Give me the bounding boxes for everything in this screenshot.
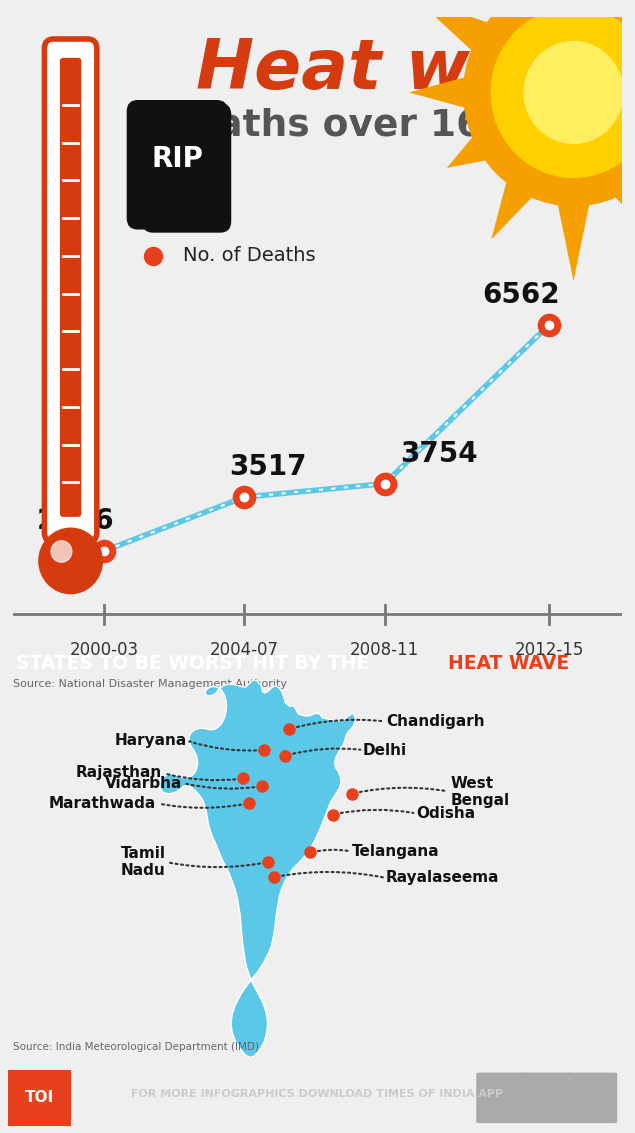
Text: deaths over 16 years: deaths over 16 years	[165, 108, 612, 144]
Text: Rayalaseema: Rayalaseema	[386, 870, 499, 885]
Text: 6562: 6562	[482, 281, 559, 308]
Text: 3517: 3517	[229, 453, 307, 482]
Polygon shape	[160, 680, 356, 1057]
FancyBboxPatch shape	[8, 1070, 71, 1126]
Text: 2566: 2566	[37, 506, 115, 535]
Text: Source: National Disaster Management Authority: Source: National Disaster Management Aut…	[13, 679, 286, 689]
Text: Chandigarh: Chandigarh	[386, 714, 485, 729]
Text: STATES TO BE WORST HIT BY THE: STATES TO BE WORST HIT BY THE	[16, 655, 375, 673]
Text: Marathwada: Marathwada	[49, 795, 156, 810]
Text: Odisha: Odisha	[416, 806, 476, 821]
FancyBboxPatch shape	[60, 58, 81, 517]
Polygon shape	[554, 187, 593, 281]
Circle shape	[464, 0, 635, 205]
Circle shape	[39, 528, 102, 594]
Text: Rajasthan: Rajasthan	[76, 765, 162, 781]
FancyBboxPatch shape	[476, 1073, 528, 1123]
Text: Delhi: Delhi	[363, 742, 407, 758]
Text: TOI: TOI	[25, 1090, 54, 1106]
FancyBboxPatch shape	[521, 1073, 573, 1123]
Text: 2012-15: 2012-15	[514, 641, 584, 659]
Polygon shape	[409, 73, 483, 112]
Text: 3754: 3754	[400, 440, 478, 468]
Text: Source: India Meteorological Department (IMD): Source: India Meteorological Department …	[13, 1041, 258, 1051]
Text: No. of Deaths: No. of Deaths	[184, 247, 316, 265]
Text: Telangana: Telangana	[352, 844, 439, 859]
Polygon shape	[491, 164, 545, 239]
FancyBboxPatch shape	[142, 103, 231, 232]
Polygon shape	[603, 0, 635, 20]
Polygon shape	[603, 164, 635, 239]
Text: West
Bengal: West Bengal	[450, 776, 509, 808]
Circle shape	[491, 8, 635, 178]
Text: Tamil
Nadu: Tamil Nadu	[121, 846, 166, 878]
FancyBboxPatch shape	[565, 1073, 617, 1123]
Text: 2000-03: 2000-03	[70, 641, 138, 659]
Text: 2004-07: 2004-07	[210, 641, 279, 659]
Polygon shape	[491, 0, 545, 20]
Text: HEAT WAVE: HEAT WAVE	[448, 655, 569, 673]
Circle shape	[51, 540, 72, 562]
Polygon shape	[415, 0, 504, 62]
FancyBboxPatch shape	[44, 39, 97, 542]
Text: Vidarbha: Vidarbha	[105, 776, 183, 791]
Text: 2008-11: 2008-11	[350, 641, 419, 659]
Text: Heat wave: Heat wave	[196, 36, 609, 103]
Text: FOR MORE INFOGRAPHICS DOWNLOAD TIMES OF INDIA APP: FOR MORE INFOGRAPHICS DOWNLOAD TIMES OF …	[131, 1089, 504, 1099]
Text: Haryana: Haryana	[114, 733, 187, 748]
Circle shape	[524, 42, 623, 144]
Polygon shape	[447, 122, 504, 168]
FancyBboxPatch shape	[127, 100, 228, 230]
Text: RIP: RIP	[151, 145, 203, 173]
